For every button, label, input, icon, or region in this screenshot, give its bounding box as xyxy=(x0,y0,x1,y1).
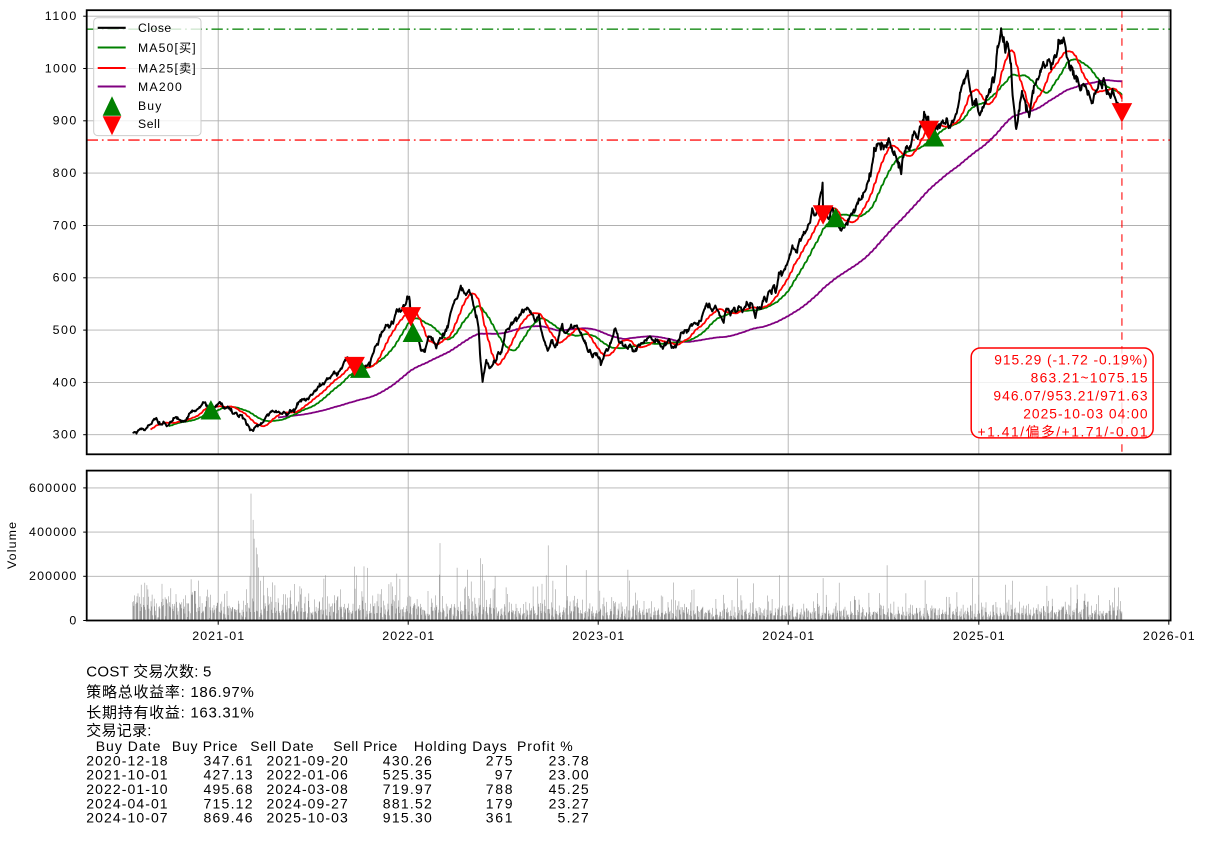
svg-text:300: 300 xyxy=(53,428,77,442)
svg-text:400: 400 xyxy=(53,375,77,389)
svg-text:600000: 600000 xyxy=(29,481,76,495)
svg-text:915.29 (-1.72 -0.19%): 915.29 (-1.72 -0.19%) xyxy=(994,352,1147,367)
svg-text:23.78: 23.78 xyxy=(549,752,589,768)
svg-text:23.00: 23.00 xyxy=(549,767,589,783)
svg-text:0: 0 xyxy=(69,613,76,627)
svg-text:MA50[买]: MA50[买] xyxy=(138,41,196,55)
svg-text:2025-10-03: 2025-10-03 xyxy=(267,810,349,826)
svg-text:946.07/953.21/971.63: 946.07/953.21/971.63 xyxy=(993,388,1147,403)
svg-text:700: 700 xyxy=(53,218,77,232)
svg-text:MA25[卖]: MA25[卖] xyxy=(138,61,196,75)
svg-text:2021-09-20: 2021-09-20 xyxy=(267,752,349,768)
svg-text:500: 500 xyxy=(53,323,77,337)
svg-text:788: 788 xyxy=(486,781,513,797)
svg-text:430.26: 430.26 xyxy=(383,752,432,768)
svg-text:525.35: 525.35 xyxy=(383,767,432,783)
svg-text:1000: 1000 xyxy=(45,61,77,75)
svg-text:2026-01: 2026-01 xyxy=(1143,629,1195,643)
svg-text:400000: 400000 xyxy=(29,525,76,539)
svg-text:719.97: 719.97 xyxy=(383,781,432,797)
svg-text:715.12: 715.12 xyxy=(204,795,253,811)
svg-text:179: 179 xyxy=(486,795,513,811)
svg-text:Close: Close xyxy=(138,21,171,35)
svg-text:900: 900 xyxy=(53,114,77,128)
svg-text:200000: 200000 xyxy=(29,569,76,583)
svg-text:Sell: Sell xyxy=(138,117,160,131)
svg-text:Buy: Buy xyxy=(138,99,162,113)
svg-text:2022-01: 2022-01 xyxy=(382,629,434,643)
svg-text:800: 800 xyxy=(53,166,77,180)
svg-text:495.68: 495.68 xyxy=(204,781,253,797)
svg-text:2024-09-27: 2024-09-27 xyxy=(267,795,349,811)
svg-text:23.27: 23.27 xyxy=(549,795,589,811)
svg-text:2024-04-01: 2024-04-01 xyxy=(86,795,168,811)
svg-text:+1.41/偏多/+1.71/-0.01: +1.41/偏多/+1.71/-0.01 xyxy=(978,423,1148,439)
svg-text:Sell Date: Sell Date xyxy=(250,738,313,754)
svg-text:2021-10-01: 2021-10-01 xyxy=(86,767,168,783)
svg-text:Volume: Volume xyxy=(5,522,19,569)
svg-text:881.52: 881.52 xyxy=(383,795,432,811)
svg-text:361: 361 xyxy=(486,810,513,826)
svg-text:策略总收益率: 186.97%: 策略总收益率: 186.97% xyxy=(86,684,254,701)
svg-text:600: 600 xyxy=(53,271,77,285)
svg-text:Profit %: Profit % xyxy=(517,738,573,754)
svg-text:2024-03-08: 2024-03-08 xyxy=(267,781,349,797)
svg-text:275: 275 xyxy=(486,752,513,768)
svg-text:2024-10-07: 2024-10-07 xyxy=(86,810,168,826)
svg-text:长期持有收益: 163.31%: 长期持有收益: 163.31% xyxy=(86,705,254,722)
svg-text:2020-12-18: 2020-12-18 xyxy=(86,752,168,768)
svg-text:915.30: 915.30 xyxy=(383,810,432,826)
svg-text:2025-10-03 04:00: 2025-10-03 04:00 xyxy=(1023,406,1148,421)
svg-text:COST 交易次数: 5: COST 交易次数: 5 xyxy=(86,663,211,681)
svg-text:Sell Price: Sell Price xyxy=(333,738,397,754)
svg-text:Buy Price: Buy Price xyxy=(172,738,238,754)
svg-text:5.27: 5.27 xyxy=(558,810,589,826)
svg-text:MA200: MA200 xyxy=(138,80,182,94)
svg-text:45.25: 45.25 xyxy=(549,781,589,797)
svg-text:2025-01: 2025-01 xyxy=(953,629,1005,643)
svg-text:869.46: 869.46 xyxy=(204,810,253,826)
svg-text:交易记录:: 交易记录: xyxy=(86,722,151,740)
svg-text:347.61: 347.61 xyxy=(204,752,253,768)
svg-text:2022-01-10: 2022-01-10 xyxy=(86,781,168,797)
svg-text:2021-01: 2021-01 xyxy=(192,629,244,643)
svg-text:1100: 1100 xyxy=(45,9,77,23)
svg-text:863.21~1075.15: 863.21~1075.15 xyxy=(1031,370,1148,385)
svg-text:427.13: 427.13 xyxy=(204,767,253,783)
svg-text:2024-01: 2024-01 xyxy=(762,629,814,643)
svg-text:2022-01-06: 2022-01-06 xyxy=(267,767,349,783)
svg-text:2023-01: 2023-01 xyxy=(572,629,624,643)
svg-text:Holding Days: Holding Days xyxy=(414,738,507,754)
svg-text:Buy Date: Buy Date xyxy=(96,738,161,754)
